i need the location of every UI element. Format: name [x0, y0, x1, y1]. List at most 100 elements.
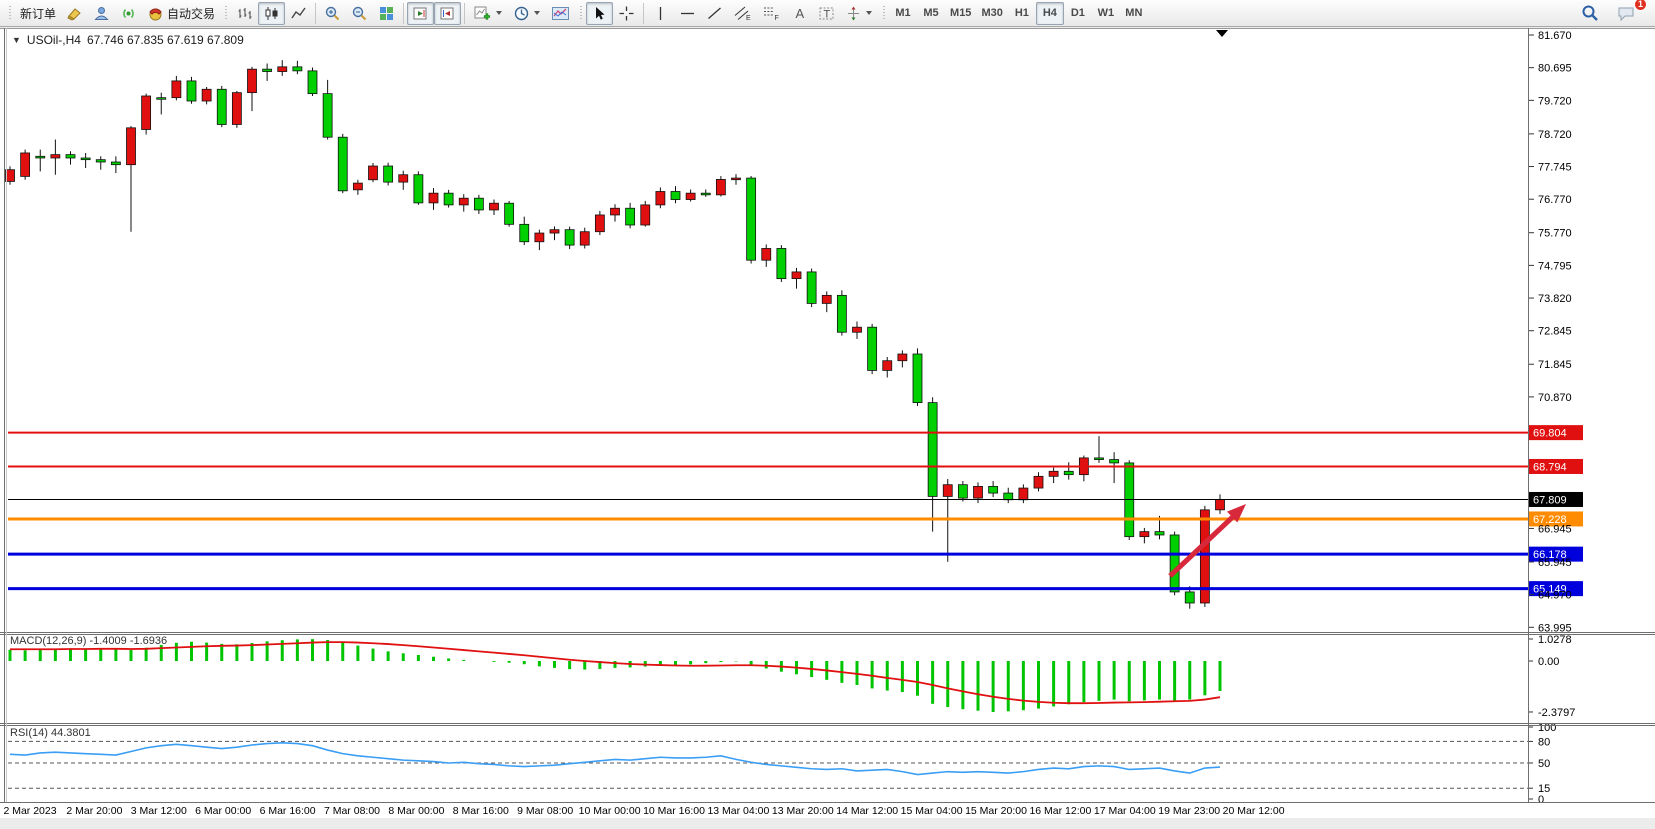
horizontal-line-tool-button[interactable]	[674, 2, 701, 25]
timeframe-h1-button[interactable]: H1	[1008, 2, 1036, 25]
timeframe-m30-button[interactable]: M30	[976, 2, 1007, 25]
svg-text:20 Mar 12:00: 20 Mar 12:00	[1223, 805, 1285, 817]
bar-chart-type-button[interactable]	[231, 2, 258, 25]
toolbar: 新订单 自动交易	[0, 0, 1655, 27]
svg-text:63.995: 63.995	[1538, 622, 1572, 634]
profile-previous-icon	[440, 7, 454, 19]
svg-text:1.0278: 1.0278	[1538, 634, 1572, 646]
crosshair-tool-button[interactable]	[613, 2, 640, 25]
profile-next-button[interactable]	[407, 1, 435, 25]
toolbar-grip[interactable]	[223, 3, 229, 23]
period-button[interactable]	[508, 2, 546, 25]
timeframe-group: M1 M5 M15 M30 H1 H4 D1 W1 MN	[889, 1, 1148, 25]
dropdown-caret-icon	[866, 10, 873, 15]
chart-template-button[interactable]	[546, 2, 575, 25]
svg-text:0: 0	[1538, 794, 1544, 806]
svg-text:16 Mar 12:00: 16 Mar 12:00	[1029, 805, 1091, 817]
svg-text:F: F	[775, 15, 779, 22]
svg-text:10 Mar 00:00: 10 Mar 00:00	[579, 805, 641, 817]
profile-previous-button[interactable]	[434, 1, 462, 25]
chart-canvas[interactable]: 69.804 68.794 67.809 67.228 66.178 65.149 81.6…	[0, 28, 1655, 829]
line-chart-icon	[291, 7, 306, 18]
svg-text:15: 15	[1538, 783, 1550, 795]
cursor-icon	[596, 6, 605, 20]
timeframe-m5-button[interactable]: M5	[917, 2, 945, 25]
macd-indicator-label: MACD(12,26,9) -1.4009 -1.6936	[10, 635, 168, 647]
svg-text:71.845: 71.845	[1538, 359, 1572, 371]
new-order-label: 新订单	[20, 6, 57, 21]
svg-text:9 Mar 08:00: 9 Mar 08:00	[517, 805, 573, 817]
zoom-out-button[interactable]	[346, 2, 373, 25]
svg-text:8 Mar 16:00: 8 Mar 16:00	[453, 805, 509, 817]
vertical-line-icon	[659, 6, 662, 20]
chart-title[interactable]: ▼ USOil-,H4 67.746 67.835 67.619 67.809	[12, 33, 244, 47]
zoom-in-button[interactable]	[319, 2, 346, 25]
collapse-icon[interactable]: ▼	[12, 35, 21, 45]
svg-text:80.695: 80.695	[1538, 63, 1572, 75]
svg-text:13 Mar 04:00: 13 Mar 04:00	[707, 805, 769, 817]
community-button[interactable]	[88, 2, 115, 25]
search-icon	[1582, 5, 1598, 21]
svg-text:67.228: 67.228	[1533, 514, 1567, 526]
equidistant-channel-icon: E	[734, 6, 751, 22]
svg-text:81.670: 81.670	[1538, 30, 1572, 42]
tile-windows-button[interactable]	[373, 2, 400, 25]
svg-text:13 Mar 20:00: 13 Mar 20:00	[772, 805, 834, 817]
toolbar-grip[interactable]	[881, 3, 887, 23]
text-tool-button[interactable]: A	[786, 2, 813, 25]
fibonacci-icon: F	[764, 7, 779, 22]
timeframe-d1-button[interactable]: D1	[1064, 2, 1092, 25]
eraser-icon	[67, 7, 81, 21]
channel-tool-button[interactable]: E	[728, 2, 757, 25]
svg-text:3 Mar 12:00: 3 Mar 12:00	[131, 805, 187, 817]
line-chart-type-button[interactable]	[285, 2, 312, 25]
trendline-tool-button[interactable]	[701, 2, 728, 25]
auto-trading-label: 自动交易	[167, 6, 216, 21]
svg-text:10 Mar 16:00: 10 Mar 16:00	[643, 805, 705, 817]
signals-button[interactable]	[115, 2, 142, 25]
chat-bubble-icon	[1618, 7, 1634, 21]
timeframe-m15-button[interactable]: M15	[945, 2, 976, 25]
profile-next-icon	[413, 7, 427, 19]
vertical-line-tool-button[interactable]	[647, 2, 674, 25]
dropdown-caret-icon	[534, 10, 541, 15]
bar-chart-icon	[238, 7, 252, 19]
candlestick-chart-type-button[interactable]	[258, 1, 286, 25]
svg-text:66.178: 66.178	[1533, 549, 1567, 561]
notification-badge[interactable]: 1	[1634, 0, 1647, 11]
svg-text:E: E	[746, 15, 751, 22]
svg-text:69.804: 69.804	[1533, 428, 1567, 440]
svg-text:50: 50	[1538, 758, 1550, 770]
chart-template-icon	[552, 6, 570, 20]
zoom-in-icon	[325, 6, 340, 20]
auto-trading-button[interactable]: 自动交易	[142, 2, 220, 25]
timeframe-h4-button[interactable]: H4	[1035, 1, 1064, 25]
svg-text:-2.3797: -2.3797	[1538, 707, 1575, 719]
new-order-button[interactable]: 新订单	[15, 2, 61, 25]
clock-icon	[514, 6, 529, 20]
crosshair-icon	[619, 6, 634, 20]
eraser-button[interactable]	[61, 2, 88, 25]
text-label-icon: T	[819, 7, 834, 20]
new-chart-icon	[474, 6, 491, 20]
notifications-button[interactable]: 1	[1612, 0, 1647, 25]
text-icon: A	[796, 6, 805, 21]
ohlc-quote-label: 67.746 67.835 67.619 67.809	[86, 33, 244, 47]
svg-text:7 Mar 08:00: 7 Mar 08:00	[324, 805, 380, 817]
timeframe-m1-button[interactable]: M1	[889, 2, 917, 25]
toolbar-grip[interactable]	[7, 3, 12, 23]
fibonacci-tool-button[interactable]: F	[757, 2, 786, 25]
timeframe-mn-button[interactable]: MN	[1120, 2, 1148, 25]
shapes-tool-button[interactable]	[840, 2, 878, 25]
chart-shift-marker-icon	[1216, 30, 1228, 37]
trend-arrow-icon	[1227, 504, 1246, 523]
cursor-tool-button[interactable]	[586, 1, 614, 25]
candlestick-chart-icon	[265, 6, 278, 20]
toolbar-grip[interactable]	[578, 3, 584, 23]
zoom-out-icon	[352, 6, 367, 20]
auto-trading-icon	[149, 8, 162, 20]
timeframe-w1-button[interactable]: W1	[1092, 2, 1120, 25]
search-button[interactable]	[1576, 2, 1604, 25]
new-chart-button[interactable]	[468, 2, 508, 25]
text-label-tool-button[interactable]: T	[813, 2, 840, 25]
